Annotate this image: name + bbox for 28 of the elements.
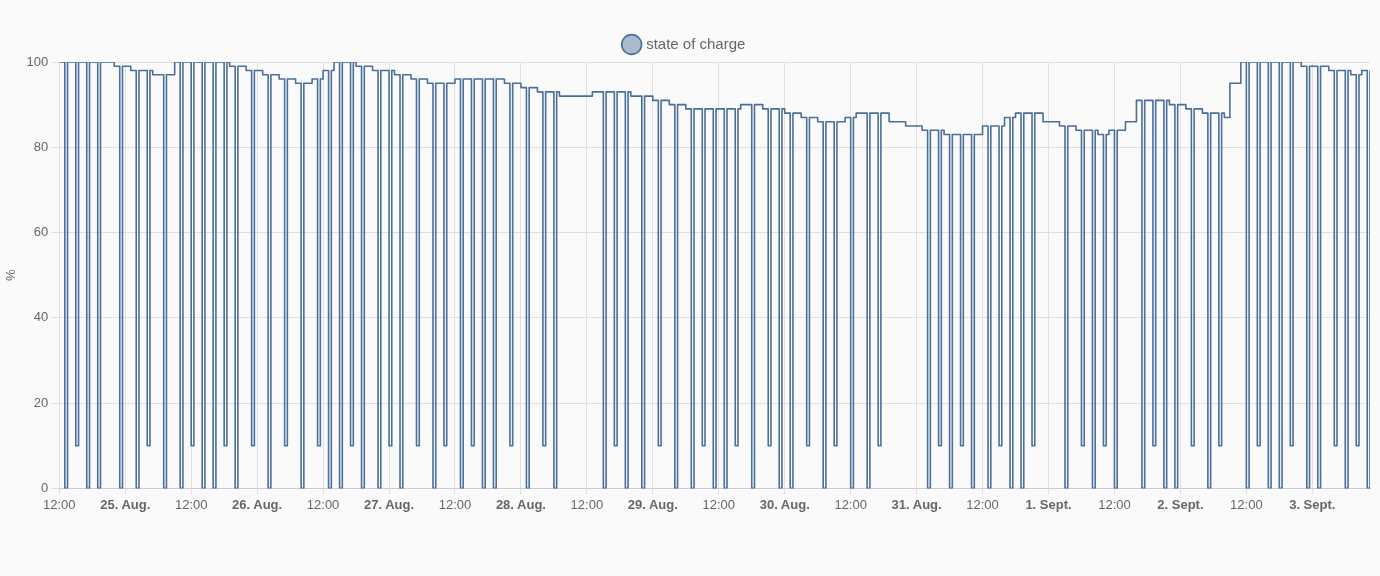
x-tick-label: 12:00 bbox=[570, 496, 604, 512]
y-tick-label: 100 bbox=[26, 53, 49, 69]
x-tick-label: 29. Aug. bbox=[627, 496, 678, 512]
x-tick-label: 12:00 bbox=[1230, 496, 1263, 512]
x-tick-label: 12:00 bbox=[174, 496, 208, 512]
x-tick-label: 12:00 bbox=[702, 496, 736, 512]
x-tick-label: 3. Sept. bbox=[1289, 496, 1336, 512]
legend-label: state of charge bbox=[646, 34, 746, 52]
x-tick-label: 12:00 bbox=[1098, 496, 1131, 512]
y-tick-label: 0 bbox=[41, 479, 49, 495]
x-tick-label: 2. Sept. bbox=[1157, 496, 1204, 512]
x-tick-label: 12:00 bbox=[834, 496, 867, 512]
y-tick-label: 60 bbox=[33, 224, 49, 240]
x-tick-label: 12:00 bbox=[438, 496, 472, 512]
x-tick-label: 30. Aug. bbox=[759, 496, 810, 512]
x-tick-label: 12:00 bbox=[966, 496, 999, 512]
x-tick-label: 27. Aug. bbox=[363, 496, 415, 512]
x-tick-label: 26. Aug. bbox=[232, 496, 283, 512]
x-tick-label: 12:00 bbox=[43, 496, 76, 512]
x-tick-label: 1. Sept. bbox=[1025, 496, 1072, 512]
y-axis-title: % bbox=[3, 268, 19, 281]
y-tick-label: 20 bbox=[33, 394, 49, 410]
x-tick-label: 31. Aug. bbox=[891, 496, 942, 512]
y-tick-label: 80 bbox=[33, 138, 49, 154]
x-tick-label: 28. Aug. bbox=[495, 496, 546, 512]
y-tick-label: 40 bbox=[33, 309, 49, 325]
x-tick-label: 12:00 bbox=[306, 496, 340, 512]
x-tick-label: 25. Aug. bbox=[100, 496, 151, 512]
